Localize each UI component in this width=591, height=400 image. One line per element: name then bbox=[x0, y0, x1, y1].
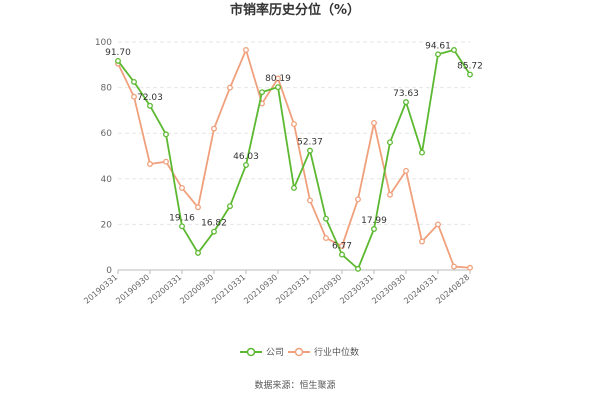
data-label-company: 73.63 bbox=[393, 89, 419, 99]
data-label-company: 16.82 bbox=[201, 219, 227, 229]
data-point-industry-median[interactable] bbox=[131, 93, 137, 100]
data-label-company: 46.03 bbox=[233, 152, 259, 162]
series-layer bbox=[115, 47, 473, 272]
x-tick-label: 20230930 bbox=[370, 273, 407, 306]
data-label-company: 91.70 bbox=[105, 48, 131, 58]
data-point-company[interactable] bbox=[259, 89, 265, 96]
legend-item-industry-median[interactable]: 行业中位数 bbox=[288, 346, 359, 358]
data-point-industry-median[interactable] bbox=[307, 197, 313, 204]
data-point-company[interactable] bbox=[243, 162, 249, 169]
data-point-company[interactable] bbox=[147, 102, 153, 109]
data-point-company[interactable] bbox=[419, 149, 425, 156]
data-point-industry-median[interactable] bbox=[403, 167, 409, 174]
data-point-company[interactable] bbox=[451, 47, 457, 53]
x-tick-label: 20240828 bbox=[434, 273, 471, 306]
data-point-company[interactable] bbox=[323, 215, 329, 222]
data-point-industry-median[interactable] bbox=[371, 119, 377, 126]
x-tick-label: 20240331 bbox=[402, 273, 439, 306]
data-point-industry-median[interactable] bbox=[179, 184, 185, 191]
data-point-industry-median[interactable] bbox=[147, 161, 153, 167]
y-tick-label: 40 bbox=[101, 175, 113, 185]
x-tick-label: 20200331 bbox=[146, 273, 183, 306]
data-point-company[interactable] bbox=[435, 51, 441, 58]
y-tick-label: 20 bbox=[101, 220, 113, 230]
y-tick-label: 60 bbox=[101, 129, 113, 139]
legend-label-industry-median: 行业中位数 bbox=[314, 346, 359, 358]
data-source-note: 数据来源：恒生聚源 bbox=[254, 379, 335, 391]
legend-marker-industry-median bbox=[294, 347, 304, 357]
legend-item-company[interactable]: 公司 bbox=[240, 347, 284, 358]
data-point-industry-median[interactable] bbox=[355, 196, 361, 203]
data-point-company[interactable] bbox=[275, 84, 281, 91]
data-label-company: 19.16 bbox=[169, 213, 195, 223]
data-point-industry-median[interactable] bbox=[467, 264, 473, 271]
data-point-company[interactable] bbox=[403, 99, 409, 106]
data-point-company[interactable] bbox=[387, 139, 393, 146]
data-point-company[interactable] bbox=[211, 228, 217, 235]
x-tick-label: 20210930 bbox=[242, 273, 279, 306]
data-label-company: 17.99 bbox=[361, 216, 387, 226]
grid-layer bbox=[118, 41, 470, 271]
data-point-company[interactable] bbox=[467, 71, 473, 78]
y-tick-label: 80 bbox=[101, 84, 113, 94]
x-tick-label: 20220331 bbox=[274, 273, 311, 306]
data-label-company: 52.37 bbox=[297, 138, 323, 148]
data-point-industry-median[interactable] bbox=[243, 47, 249, 53]
data-label-layer: 91.70 72.03 19.16 16.82 46.03 80.19 52.37 6.77 1… bbox=[105, 41, 483, 251]
data-point-industry-median[interactable] bbox=[227, 84, 233, 91]
data-point-company[interactable] bbox=[291, 184, 297, 191]
data-label-company: 6.77 bbox=[332, 242, 352, 252]
data-point-industry-median[interactable] bbox=[291, 121, 297, 128]
y-tick-label: 100 bbox=[95, 38, 112, 48]
data-label-company: 94.61 bbox=[425, 41, 451, 51]
legend: 公司 行业中位数 bbox=[240, 346, 359, 358]
x-tick-label: 20200930 bbox=[178, 273, 215, 306]
series-line-company bbox=[117, 49, 471, 270]
data-point-industry-median[interactable] bbox=[339, 243, 345, 250]
data-point-industry-median[interactable] bbox=[387, 191, 393, 198]
data-label-company: 80.19 bbox=[265, 74, 291, 84]
legend-label-company: 公司 bbox=[266, 347, 284, 358]
x-tick-label: 20230331 bbox=[338, 273, 375, 306]
data-point-industry-median[interactable] bbox=[451, 263, 457, 270]
data-point-industry-median[interactable] bbox=[211, 125, 217, 132]
chart-title: 市销率历史分位（%） bbox=[230, 2, 360, 18]
data-point-industry-median[interactable] bbox=[419, 238, 425, 245]
data-point-company[interactable] bbox=[227, 203, 233, 210]
data-point-company[interactable] bbox=[307, 147, 313, 154]
legend-marker-company bbox=[246, 347, 256, 357]
data-point-company[interactable] bbox=[355, 265, 361, 272]
x-tick-label: 20190930 bbox=[114, 273, 151, 306]
y-tick-label: 0 bbox=[106, 266, 112, 276]
data-point-industry-median[interactable] bbox=[435, 221, 441, 228]
data-point-company[interactable] bbox=[179, 223, 185, 230]
x-tick-label: 20190331 bbox=[82, 273, 119, 306]
data-label-company: 72.03 bbox=[137, 93, 163, 103]
data-label-company: 85.72 bbox=[457, 62, 483, 72]
data-point-company[interactable] bbox=[115, 57, 121, 64]
data-point-industry-median[interactable] bbox=[323, 235, 329, 242]
data-point-industry-median[interactable] bbox=[163, 158, 169, 165]
data-point-industry-median[interactable] bbox=[275, 75, 281, 82]
x-tick-label: 20220930 bbox=[306, 273, 343, 306]
x-tick-label: 20210331 bbox=[210, 273, 247, 306]
data-point-company[interactable] bbox=[371, 226, 377, 232]
data-point-industry-median[interactable] bbox=[195, 204, 201, 211]
data-point-company[interactable] bbox=[163, 131, 169, 138]
data-point-company[interactable] bbox=[195, 249, 201, 256]
data-point-company[interactable] bbox=[131, 78, 137, 85]
data-point-company[interactable] bbox=[339, 251, 345, 258]
